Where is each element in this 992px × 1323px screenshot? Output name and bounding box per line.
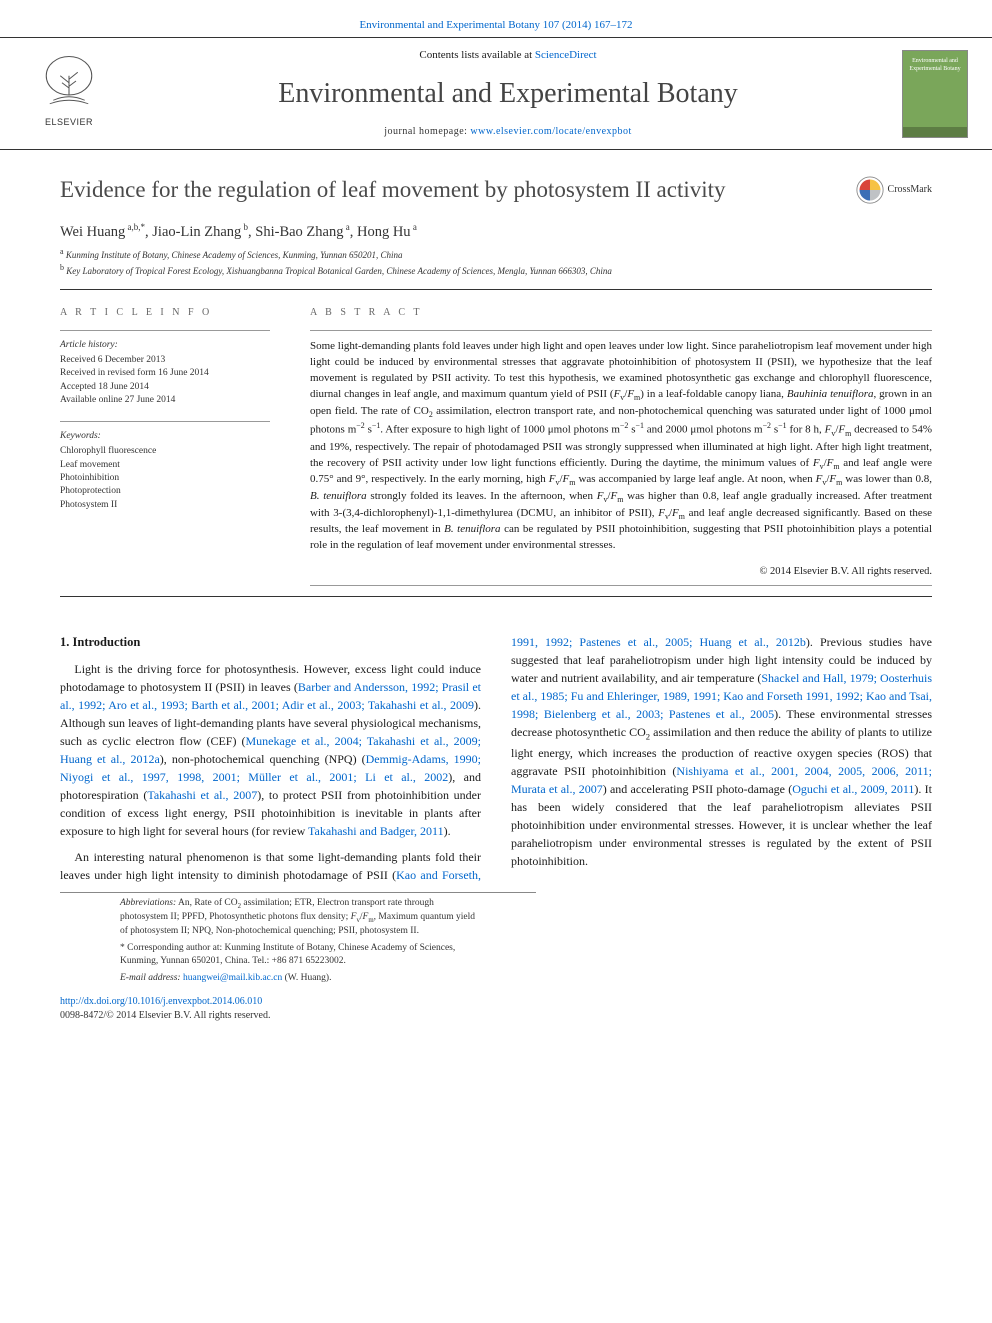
keywords-label: Keywords: [60, 430, 270, 443]
journal-homepage-link[interactable]: www.elsevier.com/locate/envexpbot [470, 126, 631, 137]
title-block: Evidence for the regulation of leaf move… [0, 150, 992, 211]
body-columns: 1. Introduction Light is the driving for… [0, 597, 992, 892]
contents-prefix: Contents lists available at [419, 49, 534, 61]
sciencedirect-link[interactable]: ScienceDirect [535, 49, 597, 61]
footnote-email: E-mail address: huangwei@mail.kib.ac.cn … [120, 972, 476, 985]
keyword: Photoprotection [60, 485, 270, 498]
footnote-corresponding: * Corresponding author at: Kunming Insti… [120, 942, 476, 968]
footnotes: Abbreviations: An, Rate of CO2 assimilat… [60, 892, 536, 995]
footnote-abbrev: Abbreviations: An, Rate of CO2 assimilat… [120, 897, 476, 938]
sciencedirect-line: Contents lists available at ScienceDirec… [132, 48, 884, 63]
email-link[interactable]: huangwei@mail.kib.ac.cn [183, 973, 282, 983]
affil-a: a Kunming Institute of Botany, Chinese A… [60, 246, 932, 262]
history-received: Received 6 December 2013 [60, 354, 270, 367]
history-online: Available online 27 June 2014 [60, 394, 270, 407]
homepage-prefix: journal homepage: [384, 126, 470, 137]
abstract-copyright: © 2014 Elsevier B.V. All rights reserved… [310, 564, 932, 579]
article-info-heading: A R T I C L E I N F O [60, 306, 270, 320]
author-list: Wei Huang a,b,*, Jiao-Lin Zhang b, Shi-B… [0, 211, 992, 244]
abstract: A B S T R A C T Some light-demanding pla… [310, 306, 932, 587]
elsevier-tree-icon [34, 49, 104, 113]
cover-band [903, 127, 967, 137]
intro-p1: Light is the driving force for photosynt… [60, 660, 481, 840]
issn-copyright: 0098-8472/© 2014 Elsevier B.V. All right… [60, 1009, 932, 1023]
journal-masthead: ELSEVIER Contents lists available at Sci… [0, 37, 992, 150]
masthead-center: Contents lists available at ScienceDirec… [132, 48, 884, 139]
article-info: A R T I C L E I N F O Article history: R… [60, 306, 270, 587]
keyword: Photoinhibition [60, 472, 270, 485]
crossmark-label: CrossMark [888, 183, 932, 197]
journal-cover-thumb: Environmental and Experimental Botany [902, 50, 968, 138]
elsevier-wordmark: ELSEVIER [45, 116, 93, 129]
crossmark-badge[interactable]: CrossMark [856, 176, 932, 204]
section-heading-intro: 1. Introduction [60, 633, 481, 652]
history-label: Article history: [60, 339, 270, 352]
meta-row: A R T I C L E I N F O Article history: R… [0, 290, 992, 597]
elsevier-logo: ELSEVIER [24, 49, 114, 139]
abbrev-label: Abbreviations: [120, 898, 176, 908]
affiliations: a Kunming Institute of Botany, Chinese A… [0, 244, 992, 289]
keyword: Photosystem II [60, 499, 270, 512]
keyword: Chlorophyll fluorescence [60, 445, 270, 458]
corr-text: Corresponding author at: Kunming Institu… [120, 943, 455, 966]
keyword: Leaf movement [60, 459, 270, 472]
abstract-heading: A B S T R A C T [310, 306, 932, 321]
running-head-link[interactable]: Environmental and Experimental Botany 10… [359, 19, 632, 31]
crossmark-icon [856, 176, 884, 204]
abstract-text: Some light-demanding plants fold leaves … [310, 339, 932, 554]
doi-link[interactable]: http://dx.doi.org/10.1016/j.envexpbot.20… [60, 996, 262, 1007]
keywords-list: Chlorophyll fluorescence Leaf movement P… [60, 445, 270, 511]
running-head: Environmental and Experimental Botany 10… [0, 0, 992, 37]
journal-homepage-line: journal homepage: www.elsevier.com/locat… [132, 125, 884, 139]
cover-title: Environmental and Experimental Botany [903, 57, 967, 74]
journal-name: Environmental and Experimental Botany [132, 74, 884, 113]
history-accepted: Accepted 18 June 2014 [60, 381, 270, 394]
affil-b: b Key Laboratory of Tropical Forest Ecol… [60, 262, 932, 278]
article-title: Evidence for the regulation of leaf move… [60, 176, 932, 205]
history-revised: Received in revised form 16 June 2014 [60, 367, 270, 380]
bottom-meta: http://dx.doi.org/10.1016/j.envexpbot.20… [0, 995, 992, 1039]
email-label: E-mail address: [120, 973, 183, 983]
email-suffix: (W. Huang). [282, 973, 331, 983]
